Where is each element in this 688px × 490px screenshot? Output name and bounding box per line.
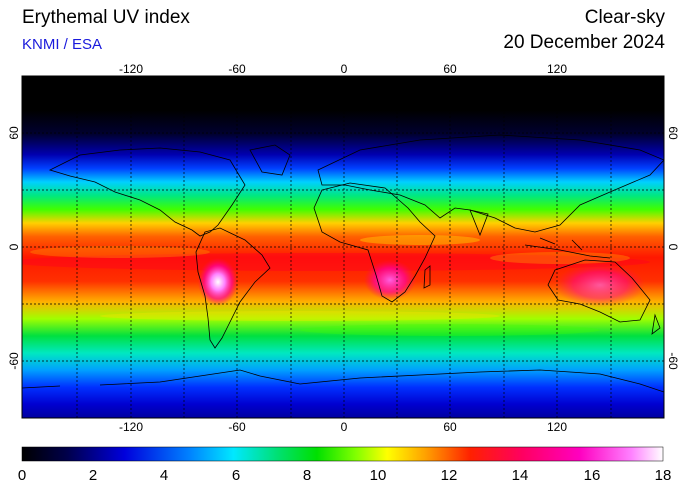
uv-field xyxy=(22,76,664,418)
lon-tick-bottom-4: 60 xyxy=(443,420,457,434)
lat-tick-right-1: 60 xyxy=(666,126,680,140)
lon-tick-top-3: 0 xyxy=(341,62,348,76)
lat-tick-left-2: 0 xyxy=(7,243,21,250)
lon-tick-bottom-3: 0 xyxy=(341,420,348,434)
lon-tick-bottom-5: 120 xyxy=(547,420,567,434)
lon-tick-top-2: -60 xyxy=(228,62,246,76)
lon-tick-bottom-1: -120 xyxy=(119,420,143,434)
colorbar-label-10: 10 xyxy=(370,467,387,484)
lat-tick-right-2: 0 xyxy=(666,244,680,251)
map-title: Erythemal UV index xyxy=(22,7,190,28)
lat-tick-right-3: -60 xyxy=(666,352,680,370)
india-coast xyxy=(469,209,489,237)
madagascar-coast xyxy=(423,265,431,289)
lon-tick-top-1: -120 xyxy=(119,62,143,76)
colorbar-label-8: 8 xyxy=(303,467,311,484)
coastlines xyxy=(22,134,664,393)
colorbar-label-12: 12 xyxy=(441,467,458,484)
colorbar xyxy=(21,446,664,462)
colorbar-label-0: 0 xyxy=(18,467,26,484)
lat-tick-left-1: 60 xyxy=(7,126,21,140)
map-frame xyxy=(21,75,665,419)
southern-africa-peak xyxy=(364,260,416,300)
indonesia-coast xyxy=(524,237,611,259)
lon-tick-top-5: 120 xyxy=(547,62,567,76)
eurasia-coast xyxy=(317,134,664,233)
south-america-coast xyxy=(195,227,271,349)
colorbar-label-18: 18 xyxy=(655,467,672,484)
lon-tick-top-4: 60 xyxy=(443,62,457,76)
date-label: 20 December 2024 xyxy=(503,32,665,53)
lon-tick-bottom-2: -60 xyxy=(228,420,246,434)
lat-tick-left-3: -60 xyxy=(7,352,21,370)
australia-coast xyxy=(547,259,651,323)
new-zealand-coast xyxy=(651,313,661,335)
greenland-coast xyxy=(249,144,291,176)
colorbar-label-2: 2 xyxy=(89,467,97,484)
colorbar-label-4: 4 xyxy=(160,467,168,484)
colorbar-label-14: 14 xyxy=(512,467,529,484)
source-credit: KNMI / ESA xyxy=(22,36,103,53)
colorbar-label-16: 16 xyxy=(584,467,601,484)
colorbar-label-6: 6 xyxy=(232,467,240,484)
graticule xyxy=(22,76,664,418)
north-america-coast xyxy=(48,147,246,237)
africa-coast xyxy=(313,182,436,303)
australia-peak xyxy=(555,263,645,307)
sky-condition-label: Clear-sky xyxy=(584,7,665,28)
antarctica-coast xyxy=(22,369,664,393)
south-america-peak xyxy=(198,258,238,306)
